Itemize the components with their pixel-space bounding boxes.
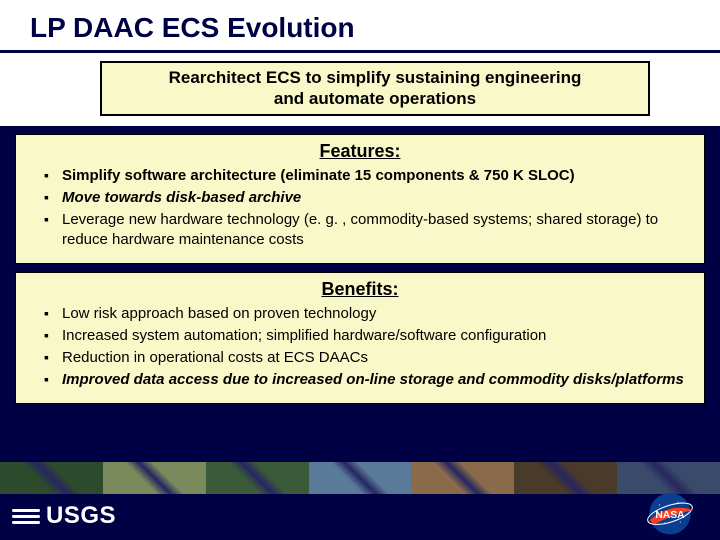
footer-image-strip <box>0 462 720 494</box>
list-item: Increased system automation; simplified … <box>44 326 684 346</box>
subtitle-line1: Rearchitect ECS to simplify sustaining e… <box>112 67 638 88</box>
features-header: Features: <box>36 141 684 162</box>
nasa-logo-icon: NASA <box>644 492 696 536</box>
list-item: Improved data access due to increased on… <box>44 370 684 390</box>
benefits-panel: Benefits: Low risk approach based on pro… <box>15 272 705 404</box>
usgs-logo: USGS <box>12 502 116 530</box>
strip-cell <box>0 462 103 494</box>
benefits-list: Low risk approach based on proven techno… <box>36 304 684 391</box>
list-item: Simplify software architecture (eliminat… <box>44 166 684 186</box>
list-item: Leverage new hardware technology (e. g. … <box>44 210 684 251</box>
list-item: Reduction in operational costs at ECS DA… <box>44 348 684 368</box>
footer: USGS NASA <box>0 492 720 540</box>
usgs-wave-icon <box>12 505 40 527</box>
features-list: Simplify software architecture (eliminat… <box>36 166 684 251</box>
strip-cell <box>411 462 514 494</box>
usgs-text: USGS <box>46 502 116 530</box>
strip-cell <box>514 462 617 494</box>
strip-cell <box>309 462 412 494</box>
list-item: Low risk approach based on proven techno… <box>44 304 684 324</box>
list-item: Move towards disk-based archive <box>44 188 684 208</box>
strip-cell <box>206 462 309 494</box>
benefits-header: Benefits: <box>36 279 684 300</box>
slide-title: LP DAAC ECS Evolution <box>0 0 720 53</box>
subtitle-line2: and automate operations <box>112 88 638 109</box>
nasa-text: NASA <box>655 510 685 521</box>
strip-cell <box>103 462 206 494</box>
features-panel: Features: Simplify software architecture… <box>15 134 705 264</box>
subtitle-box: Rearchitect ECS to simplify sustaining e… <box>100 61 650 116</box>
title-area: LP DAAC ECS Evolution Rearchitect ECS to… <box>0 0 720 126</box>
strip-cell <box>617 462 720 494</box>
